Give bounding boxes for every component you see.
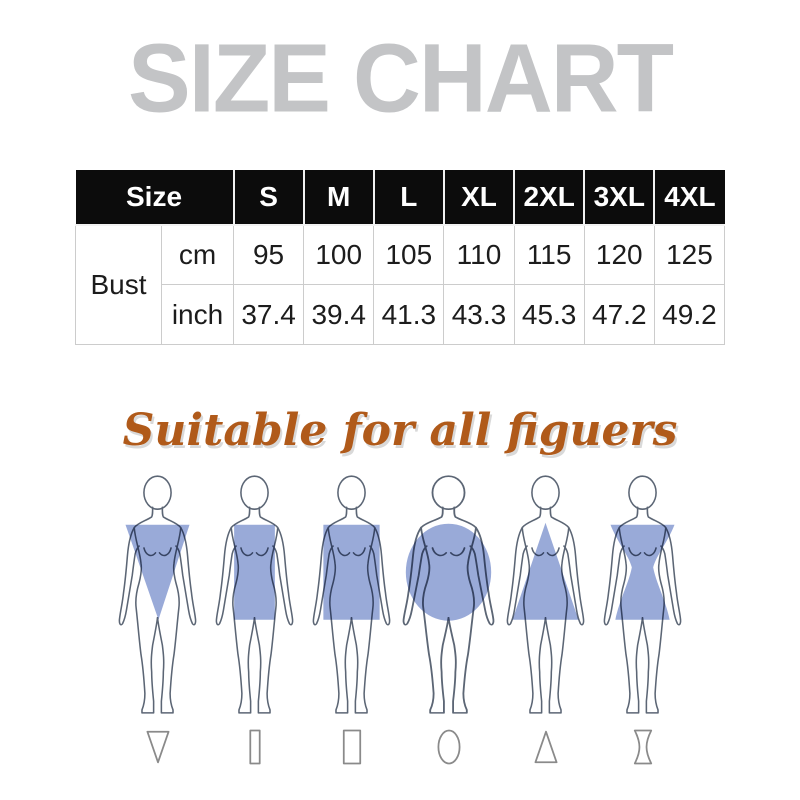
body-figure xyxy=(109,474,206,767)
body-shape-overlay xyxy=(234,525,275,621)
inverted-triangle-body-figure xyxy=(118,475,197,715)
size-col-header: L xyxy=(372,169,444,226)
table-row-cm: Bust cm 95 100 105 110 115 120 125 xyxy=(75,224,726,346)
rectangle-body-figure xyxy=(312,475,391,715)
value-cell: 45.3 xyxy=(513,284,585,346)
triangle-body-figure xyxy=(506,475,585,715)
hourglass-icon xyxy=(633,730,652,765)
body-shape-overlay xyxy=(125,525,190,621)
size-table-container: Size S M L XL 2XL 3XL 4XL Bust cm 95 100… xyxy=(75,169,726,346)
round-body-figure xyxy=(402,475,495,715)
hourglass-body-figure xyxy=(603,475,682,715)
size-col-header: 4XL xyxy=(653,169,725,226)
unit-label: cm xyxy=(161,224,234,286)
body-shape-overlay xyxy=(323,525,380,621)
body-shape-overlay xyxy=(512,523,579,621)
size-col-header: 2XL xyxy=(513,169,585,226)
inverted-triangle-icon xyxy=(146,731,169,764)
value-cell: 115 xyxy=(513,224,585,286)
value-cell: 95 xyxy=(232,224,305,286)
body-figure xyxy=(497,474,594,767)
body-figure xyxy=(206,474,303,767)
value-cell: 41.3 xyxy=(373,284,445,346)
body-shape-overlay xyxy=(610,525,675,621)
value-cell: 39.4 xyxy=(303,284,375,346)
body-shape-overlay xyxy=(405,524,492,622)
round-icon xyxy=(437,730,460,765)
body-figure xyxy=(400,474,497,767)
measurement-label: Bust xyxy=(75,224,162,346)
size-table-header-row: Size S M L XL 2XL 3XL 4XL xyxy=(75,169,725,226)
value-cell: 37.4 xyxy=(232,284,305,346)
suitable-heading: Suitable for all figuers xyxy=(122,405,678,457)
figures-row xyxy=(109,474,691,767)
size-col-header: M xyxy=(302,169,374,226)
unit-label: inch xyxy=(161,284,234,346)
size-col-header: S xyxy=(232,169,304,226)
rectangle-slim-icon xyxy=(248,730,261,765)
size-table: Size S M L XL 2XL 3XL 4XL Bust cm 95 100… xyxy=(75,169,726,346)
size-col-header: 3XL xyxy=(583,169,655,226)
body-outline xyxy=(506,475,585,715)
rectangle-icon xyxy=(342,730,361,765)
triangle-icon xyxy=(534,731,557,764)
value-cell: 43.3 xyxy=(443,284,515,346)
size-col-header: XL xyxy=(442,169,515,226)
value-cell: 110 xyxy=(443,224,515,286)
size-corner-header: Size xyxy=(75,169,234,226)
table-row-inch: inch 37.4 39.4 41.3 43.3 45.3 47.2 49.2 xyxy=(76,284,726,346)
value-cell: 120 xyxy=(583,224,655,286)
body-figure xyxy=(303,474,400,767)
value-cell: 100 xyxy=(303,224,375,286)
value-cell: 47.2 xyxy=(583,284,655,346)
page-title: SIZE CHART xyxy=(128,22,674,133)
body-figure xyxy=(594,474,691,767)
rectangle-slim-body-figure xyxy=(215,475,294,715)
value-cell: 125 xyxy=(653,224,726,286)
value-cell: 49.2 xyxy=(653,284,726,346)
value-cell: 105 xyxy=(373,224,445,286)
